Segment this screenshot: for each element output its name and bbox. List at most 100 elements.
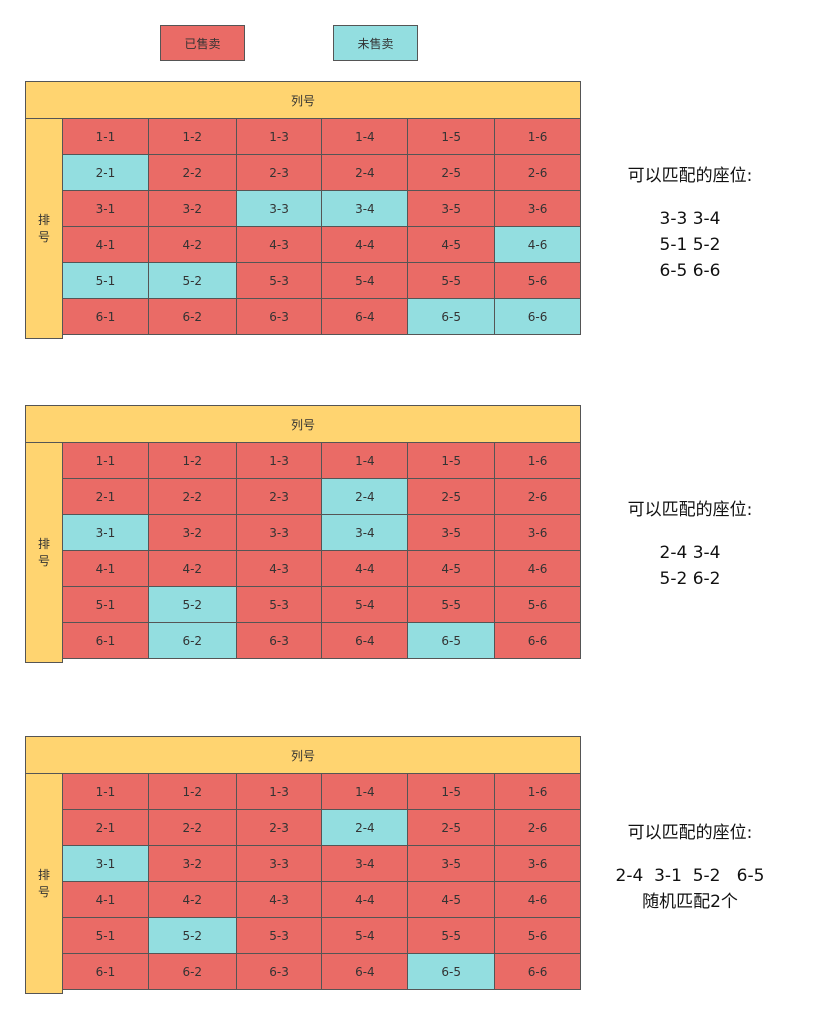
seat-2-6: 2-6 [494,154,581,191]
seat-3-5: 3-5 [407,190,496,227]
seat-row: 4-1 4-2 4-3 4-4 4-5 4-6 [62,226,581,263]
seat-5-2: 5-2 [147,586,237,623]
seat-3-1: 3-1 [62,845,149,882]
seat-3-5: 3-5 [407,514,496,551]
seat-1-4: 1-4 [321,118,409,155]
match-note-line: 5-2 6-2 [659,569,721,589]
seat-row: 5-1 5-2 5-3 5-4 5-5 5-6 [62,262,581,299]
seat-2-4: 2-4 [321,809,409,846]
seat-6-3: 6-3 [235,298,323,335]
match-note-title: 可以匹配的座位: [627,166,753,186]
seat-6-1: 6-1 [62,953,149,990]
seat-2-1: 2-1 [62,809,149,846]
match-note-title: 可以匹配的座位: [627,823,753,843]
seat-3-4: 3-4 [321,514,409,551]
seat-row: 1-1 1-2 1-3 1-4 1-5 1-6 [62,773,581,810]
seat-6-5: 6-5 [407,622,496,659]
seat-1-1: 1-1 [62,442,149,479]
legend-sold: 已售卖 [160,25,245,61]
seat-5-3: 5-3 [235,917,323,954]
seat-4-3: 4-3 [235,550,323,587]
seat-3-3: 3-3 [235,514,323,551]
seat-4-1: 4-1 [62,881,149,918]
seat-5-3: 5-3 [235,262,323,299]
seat-2-3: 2-3 [235,478,323,515]
seat-6-4: 6-4 [321,953,409,990]
column-number-header: 列号 [25,405,581,443]
seat-row: 3-1 3-2 3-3 3-4 3-5 3-6 [62,190,581,227]
seat-4-6: 4-6 [494,550,581,587]
seat-4-4: 4-4 [321,550,409,587]
seat-2-4: 2-4 [321,154,409,191]
seat-5-3: 5-3 [235,586,323,623]
seat-5-6: 5-6 [494,917,581,954]
seat-1-5: 1-5 [407,442,496,479]
seat-1-3: 1-3 [235,442,323,479]
legend-unsold: 未售卖 [333,25,418,61]
seat-2-5: 2-5 [407,478,496,515]
seat-6-6: 6-6 [494,298,581,335]
seat-5-4: 5-4 [321,262,409,299]
row-number-header: 排号 [25,118,63,339]
seat-row: 6-1 6-2 6-3 6-4 6-5 6-6 [62,953,581,990]
seat-6-2: 6-2 [147,298,237,335]
seat-row: 6-1 6-2 6-3 6-4 6-5 6-6 [62,622,581,659]
seat-1-2: 1-2 [147,118,237,155]
row-number-header: 排号 [25,442,63,663]
seat-5-5: 5-5 [407,586,496,623]
seat-2-1: 2-1 [62,478,149,515]
seat-2-5: 2-5 [407,809,496,846]
seat-3-5: 3-5 [407,845,496,882]
seat-5-5: 5-5 [407,917,496,954]
row-number-header: 排号 [25,773,63,994]
match-note-line: 2-4 3-4 [659,543,721,563]
seat-5-6: 5-6 [494,262,581,299]
seat-row: 1-1 1-2 1-3 1-4 1-5 1-6 [62,118,581,155]
seat-5-1: 5-1 [62,586,149,623]
seat-3-6: 3-6 [494,845,581,882]
seat-1-2: 1-2 [147,442,237,479]
seat-table: 1-1 1-2 1-3 1-4 1-5 1-6 2-1 2-2 2-3 2-4 2-5 2-6 3-1 3… [62,442,581,659]
seat-6-3: 6-3 [235,953,323,990]
seat-3-6: 3-6 [494,514,581,551]
seat-3-4: 3-4 [321,845,409,882]
seat-1-2: 1-2 [147,773,237,810]
seat-3-6: 3-6 [494,190,581,227]
seat-row: 2-1 2-2 2-3 2-4 2-5 2-6 [62,809,581,846]
seat-row: 1-1 1-2 1-3 1-4 1-5 1-6 [62,442,581,479]
seat-6-4: 6-4 [321,622,409,659]
seat-table: 1-1 1-2 1-3 1-4 1-5 1-6 2-1 2-2 2-3 2-4 2-5 2-6 3-1 3… [62,773,581,990]
seat-2-2: 2-2 [147,809,237,846]
seat-5-2: 5-2 [147,917,237,954]
legend-unsold-label: 未售卖 [357,36,394,51]
seat-6-5: 6-5 [407,298,496,335]
seat-1-1: 1-1 [62,773,149,810]
seat-4-6: 4-6 [494,881,581,918]
seat-3-2: 3-2 [147,845,237,882]
seat-6-5: 6-5 [407,953,496,990]
match-note-2: 可以匹配的座位: 2-4 3-4 5-2 6-2 [590,495,790,592]
seat-row: 3-1 3-2 3-3 3-4 3-5 3-6 [62,845,581,882]
seat-6-1: 6-1 [62,298,149,335]
seat-4-1: 4-1 [62,550,149,587]
seat-5-1: 5-1 [62,262,149,299]
seat-5-4: 5-4 [321,586,409,623]
seat-3-4: 3-4 [321,190,409,227]
seat-2-3: 2-3 [235,809,323,846]
seat-5-2: 5-2 [147,262,237,299]
seat-3-1: 3-1 [62,190,149,227]
seat-2-4: 2-4 [321,478,409,515]
seat-row: 6-1 6-2 6-3 6-4 6-5 6-6 [62,298,581,335]
seat-6-2: 6-2 [147,953,237,990]
seat-1-4: 1-4 [321,442,409,479]
seat-3-1: 3-1 [62,514,149,551]
column-number-header: 列号 [25,81,581,119]
seat-4-5: 4-5 [407,226,496,263]
seat-6-6: 6-6 [494,622,581,659]
seat-6-4: 6-4 [321,298,409,335]
seat-6-2: 6-2 [147,622,237,659]
seat-row: 2-1 2-2 2-3 2-4 2-5 2-6 [62,154,581,191]
seat-2-6: 2-6 [494,809,581,846]
seat-row: 3-1 3-2 3-3 3-4 3-5 3-6 [62,514,581,551]
seat-4-1: 4-1 [62,226,149,263]
